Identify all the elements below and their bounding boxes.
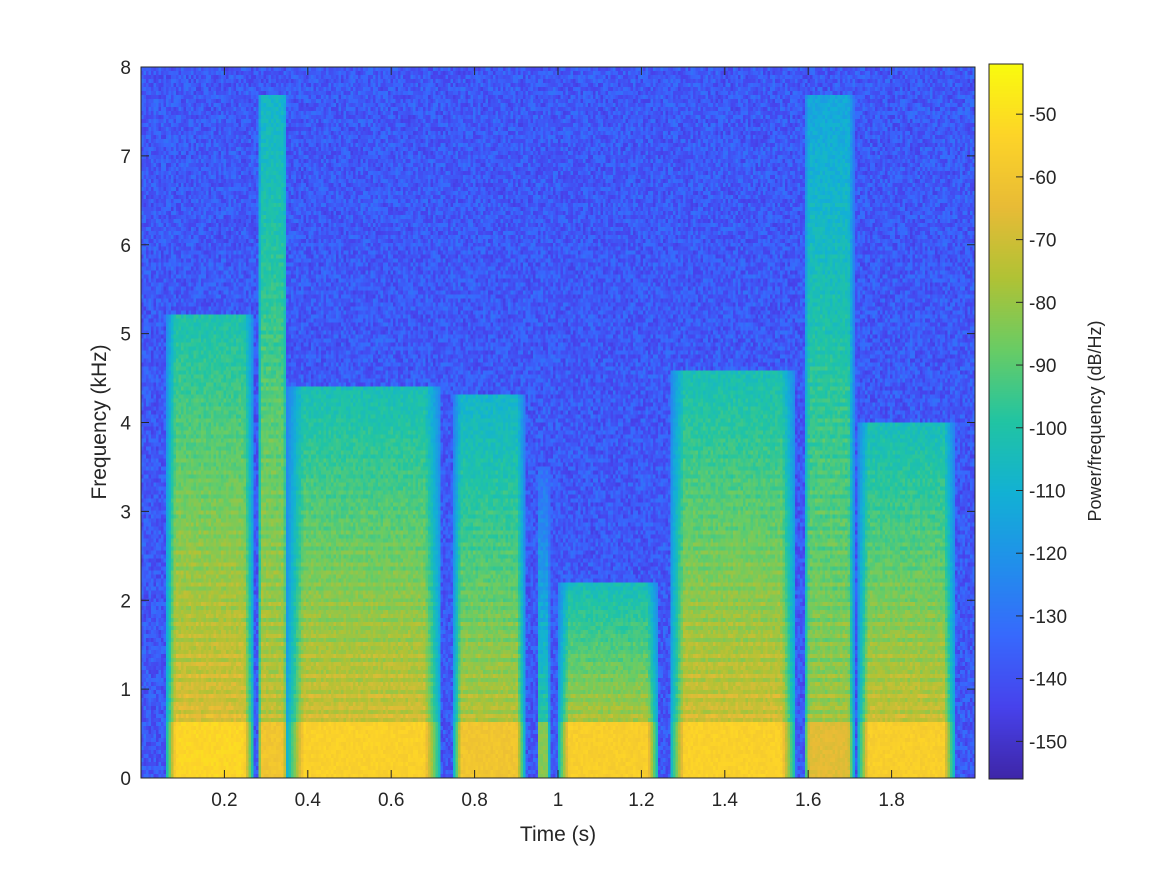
y-axis-ticks: 0 1 2 3 4 5 6 7 8 <box>120 58 975 790</box>
colorbar-tick-label: -150 <box>1029 732 1067 753</box>
colorbar-box <box>988 63 1024 780</box>
colorbar-tick-label: -70 <box>1029 231 1056 252</box>
colorbar-tick-label: -100 <box>1029 419 1067 440</box>
plot-axes-box <box>140 66 976 779</box>
spectrogram-heatmap <box>141 67 975 778</box>
x-tick-label: 1.6 <box>795 790 821 811</box>
y-tick-label: 3 <box>120 502 131 523</box>
y-tick-label: 7 <box>120 147 131 168</box>
y-tick-label: 2 <box>120 591 131 612</box>
x-tick-label: 1.4 <box>712 790 739 811</box>
x-tick-label: 0.8 <box>461 790 487 811</box>
colorbar-tick-label: -120 <box>1029 544 1067 565</box>
x-tick-label: 1.2 <box>628 790 654 811</box>
x-tick-label: 0.2 <box>211 790 237 811</box>
colorbar-tick-label: -50 <box>1029 105 1056 126</box>
y-tick-label: 8 <box>120 58 131 79</box>
x-tick-label: 0.6 <box>378 790 404 811</box>
colorbar-label: Power/frequency (dB/Hz) <box>1085 320 1105 521</box>
x-axis-ticks: 0.2 0.4 0.6 0.8 1 1.2 1.4 1.6 1.8 <box>211 67 905 811</box>
y-tick-label: 1 <box>120 680 131 701</box>
y-tick-label: 6 <box>120 236 131 257</box>
x-axis-label: Time (s) <box>520 823 596 846</box>
colorbar-tick-label: -90 <box>1029 356 1056 377</box>
y-tick-label: 0 <box>120 769 131 790</box>
colorbar-tick-label: -140 <box>1029 670 1067 691</box>
colorbar-ticks: -50 -60 -70 -80 -90 -100 -110 -120 -130 -140 -150 <box>1016 105 1067 753</box>
x-tick-label: 0.4 <box>295 790 322 811</box>
colorbar-tick-label: -130 <box>1029 607 1067 628</box>
y-axis-label: Frequency (kHz) <box>88 344 111 499</box>
colorbar-tick-label: -60 <box>1029 168 1056 189</box>
colorbar-gradient <box>989 64 1023 779</box>
y-tick-label: 5 <box>120 325 131 346</box>
x-tick-label: 1.8 <box>878 790 904 811</box>
colorbar-tick-label: -80 <box>1029 293 1056 314</box>
x-tick-label: 1 <box>553 790 564 811</box>
y-tick-label: 4 <box>120 414 131 435</box>
colorbar-tick-label: -110 <box>1029 481 1066 502</box>
